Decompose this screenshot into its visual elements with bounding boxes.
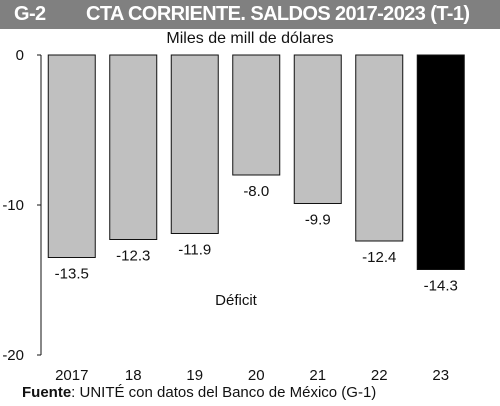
bar — [293, 54, 342, 204]
bar-value-label: -13.5 — [55, 266, 89, 283]
source-label: Fuente — [22, 384, 72, 401]
bar-value-label: -12.3 — [116, 248, 150, 265]
chart-code: G-2 — [14, 3, 46, 25]
x-tick-label: 22 — [371, 367, 388, 384]
y-tick-label: -20 — [2, 347, 24, 364]
chart-subtitle: Miles de mill de dólares — [166, 30, 334, 47]
bar-value-label: -11.9 — [178, 242, 211, 259]
bar — [232, 54, 281, 176]
bar-value-label: -14.3 — [424, 278, 458, 295]
deficit-annotation: Déficit — [215, 292, 258, 309]
x-tick-label: 20 — [248, 367, 265, 384]
x-tick-label: 19 — [186, 367, 203, 384]
y-tick-label: 0 — [16, 47, 24, 64]
source-note: Fuente: UNITÉ con datos del Banco de Méx… — [22, 384, 376, 402]
bar-value-label: -12.4 — [362, 249, 396, 266]
x-tick-label: 23 — [432, 367, 449, 384]
chart-title: CTA CORRIENTE. SALDOS 2017-2023 (T-1) — [86, 3, 470, 25]
bar-value-label: -9.9 — [305, 212, 331, 229]
x-tick-label: 21 — [309, 367, 326, 384]
chart-header: G-2 CTA CORRIENTE. SALDOS 2017-2023 (T-1… — [0, 0, 500, 29]
bar — [47, 54, 96, 258]
source-text: : UNITÉ con datos del Banco de México (G… — [71, 384, 377, 401]
bar — [109, 54, 158, 240]
bar-value-label: -8.0 — [243, 183, 269, 200]
bar — [170, 54, 219, 234]
bar — [416, 54, 465, 270]
x-tick-label: 2017 — [55, 367, 88, 384]
y-tick-label: -10 — [2, 197, 24, 214]
bar — [355, 54, 404, 242]
x-tick-label: 18 — [125, 367, 142, 384]
